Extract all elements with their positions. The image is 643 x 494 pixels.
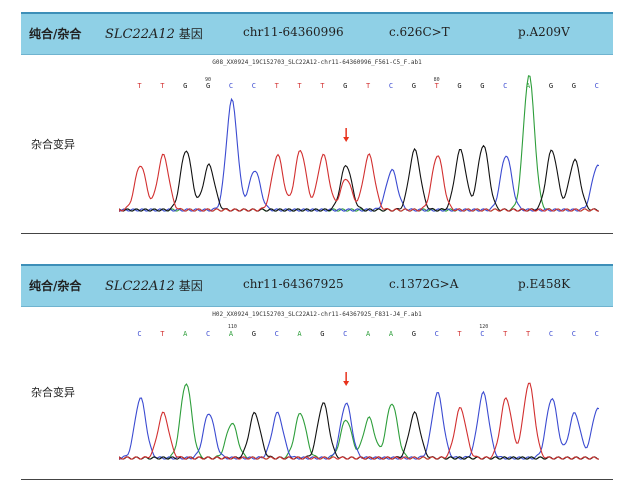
base-call: C (252, 82, 256, 90)
position-marker: 80 (434, 77, 440, 83)
base-call: G (480, 82, 484, 90)
base-call: G (572, 82, 576, 90)
protein-change: p.A209V (518, 25, 570, 39)
gene-label: SLC22A12 基因 (105, 277, 203, 294)
gene-name: SLC22A12 (105, 27, 175, 42)
position-marker: 90 (205, 77, 211, 83)
base-call: T (457, 330, 462, 338)
base-call: G (457, 82, 461, 90)
gene-name: SLC22A12 (105, 279, 175, 294)
zygosity-header: 纯合/杂合 (29, 27, 82, 41)
trace-file-name: H02_XX0924_19C152703_SLC22A12-chr11-6436… (212, 311, 422, 318)
gene-suffix: 基因 (178, 27, 203, 41)
trace-line-A (119, 383, 599, 460)
base-call: A (366, 330, 371, 338)
base-call: G (320, 330, 324, 338)
base-call: T (503, 330, 508, 338)
gene-suffix: 基因 (178, 279, 203, 293)
base-call: G (343, 82, 347, 90)
base-call: C (480, 330, 484, 338)
base-call: C (389, 82, 393, 90)
variant-result-label: 杂合变异 (31, 386, 75, 399)
trace-line-A (119, 75, 599, 212)
divider-line (21, 233, 613, 234)
variant-result-label: 杂合变异 (31, 138, 75, 151)
base-call: G (412, 82, 416, 90)
base-call: C (572, 330, 576, 338)
base-call: C (595, 330, 599, 338)
base-call: T (160, 330, 165, 338)
chromatogram: C T A C A G C A G C A A G C T C T T C C C 110 120 (119, 324, 599, 460)
gene-label: SLC22A12 基因 (105, 25, 203, 42)
variant-arrow-icon (343, 372, 350, 386)
position-marker: 120 (479, 324, 488, 330)
sequencing-panel-1: 纯合/杂合 SLC22A12 基因 chr11-64360996 c.626C>… (21, 12, 613, 234)
zygosity-header: 纯合/杂合 (29, 279, 82, 293)
base-call: G (412, 330, 416, 338)
base-call: G (206, 82, 210, 90)
base-call: C (137, 330, 141, 338)
base-call: C (435, 330, 439, 338)
base-call: C (229, 82, 233, 90)
variant-arrow-icon (343, 128, 350, 142)
base-call: T (435, 82, 440, 90)
cdna-change: c.626C>T (389, 25, 450, 39)
base-call: C (275, 330, 279, 338)
base-call: A (229, 330, 234, 338)
genomic-position: chr11-64360996 (243, 25, 344, 39)
base-call: G (252, 330, 256, 338)
base-call: C (549, 330, 553, 338)
base-call: A (297, 330, 302, 338)
genomic-position: chr11-64367925 (243, 277, 344, 291)
trace-file-name: G08_XX0924_19C152703_SLC22A12-chr11-6436… (212, 59, 422, 66)
trace-line-T (119, 382, 599, 460)
base-call: C (206, 330, 210, 338)
base-call: T (366, 82, 371, 90)
trace-line-C (119, 390, 599, 460)
protein-change: p.E458K (518, 277, 571, 291)
sequencing-panel-2: 纯合/杂合 SLC22A12 基因 chr11-64367925 c.1372G… (21, 264, 613, 480)
base-call: T (320, 82, 325, 90)
base-call: C (595, 82, 599, 90)
base-call: A (183, 330, 188, 338)
base-call: G (183, 82, 187, 90)
base-call: T (160, 82, 165, 90)
panel-header: 纯合/杂合 SLC22A12 基因 chr11-64360996 c.626C>… (21, 12, 613, 55)
position-marker: 110 (228, 324, 237, 330)
base-call: A (526, 82, 531, 90)
cdna-change: c.1372G>A (389, 277, 459, 291)
chromatogram: T T G G C C T T T G T C G T G G C A G G C 90 80 (119, 75, 599, 212)
divider-line (21, 479, 613, 480)
base-call: T (137, 82, 142, 90)
base-call: T (526, 330, 531, 338)
panel-header: 纯合/杂合 SLC22A12 基因 chr11-64367925 c.1372G… (21, 264, 613, 307)
base-call: A (389, 330, 394, 338)
base-call: G (549, 82, 553, 90)
trace-line-T (119, 149, 599, 212)
base-call: T (297, 82, 302, 90)
base-call: T (275, 82, 280, 90)
trace-line-G (119, 402, 599, 460)
base-call: C (343, 330, 347, 338)
trace-line-G (119, 144, 599, 212)
base-call: C (503, 82, 507, 90)
